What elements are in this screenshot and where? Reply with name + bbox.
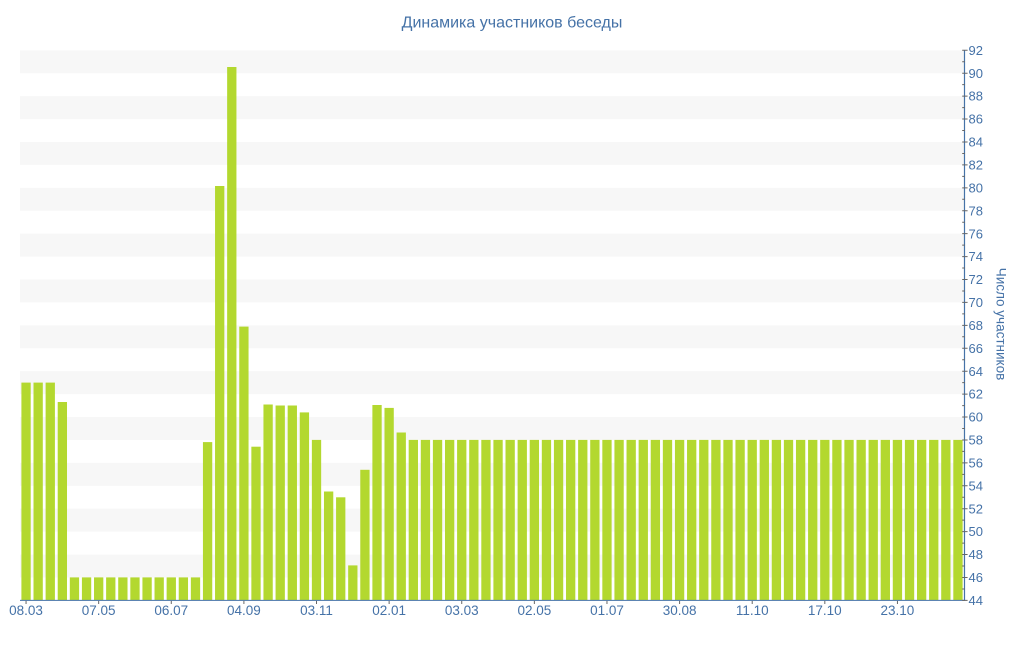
svg-text:56: 56 xyxy=(969,455,983,470)
svg-text:80: 80 xyxy=(969,180,983,195)
svg-text:02.05: 02.05 xyxy=(517,603,551,618)
svg-text:48: 48 xyxy=(969,547,983,562)
svg-text:64: 64 xyxy=(969,364,983,379)
svg-text:04.09: 04.09 xyxy=(227,603,261,618)
svg-text:23.10: 23.10 xyxy=(881,603,915,618)
svg-text:86: 86 xyxy=(969,112,983,127)
svg-text:54: 54 xyxy=(969,478,983,493)
svg-text:82: 82 xyxy=(969,158,983,173)
svg-text:74: 74 xyxy=(969,249,983,264)
svg-text:52: 52 xyxy=(969,501,983,516)
svg-text:11.10: 11.10 xyxy=(736,603,769,618)
svg-text:72: 72 xyxy=(969,272,983,287)
svg-text:01.07: 01.07 xyxy=(590,603,624,618)
svg-text:44: 44 xyxy=(969,593,983,608)
svg-text:46: 46 xyxy=(969,570,983,585)
svg-text:90: 90 xyxy=(969,66,983,81)
svg-text:70: 70 xyxy=(969,295,983,310)
svg-text:03.11: 03.11 xyxy=(300,603,333,618)
svg-text:62: 62 xyxy=(969,387,983,402)
svg-text:30.08: 30.08 xyxy=(663,603,697,618)
svg-text:03.03: 03.03 xyxy=(445,603,479,618)
svg-text:06.07: 06.07 xyxy=(154,603,188,618)
svg-text:60: 60 xyxy=(969,410,983,425)
svg-text:08.03: 08.03 xyxy=(9,603,43,618)
svg-text:02.01: 02.01 xyxy=(372,603,406,618)
svg-text:50: 50 xyxy=(969,524,983,539)
svg-text:76: 76 xyxy=(969,226,983,241)
svg-text:92: 92 xyxy=(969,43,983,58)
svg-text:88: 88 xyxy=(969,89,983,104)
svg-text:78: 78 xyxy=(969,203,983,218)
svg-text:66: 66 xyxy=(969,341,983,356)
svg-text:84: 84 xyxy=(969,135,983,150)
svg-text:Динамика участников беседы: Динамика участников беседы xyxy=(402,15,623,32)
svg-text:68: 68 xyxy=(969,318,983,333)
svg-text:Число участников: Число участников xyxy=(994,268,1009,381)
svg-text:17.10: 17.10 xyxy=(808,603,842,618)
svg-text:07.05: 07.05 xyxy=(82,603,116,618)
svg-text:58: 58 xyxy=(969,433,983,448)
